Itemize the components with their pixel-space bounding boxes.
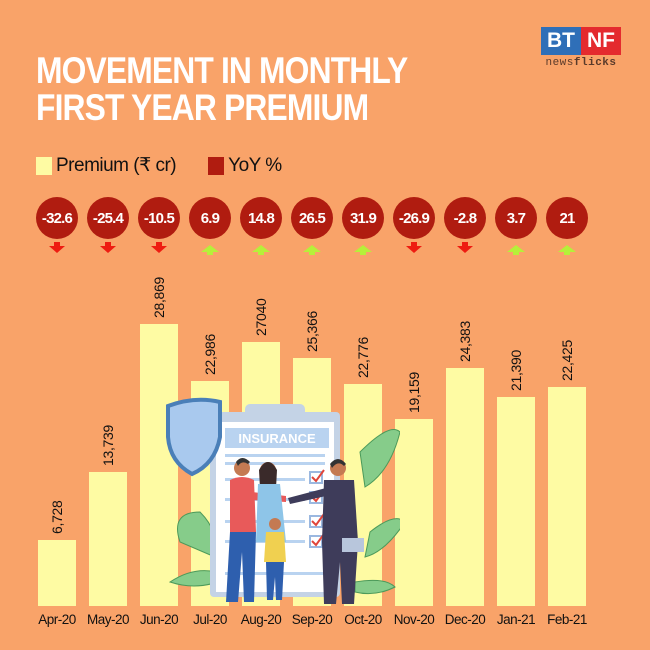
legend-item-premium: Premium (₹ cr) xyxy=(36,154,177,177)
x-axis-label: Jan-21 xyxy=(496,612,536,627)
arrow-down-icon xyxy=(49,242,65,253)
bar-apr-20 xyxy=(38,540,76,606)
yoy-badge: -25.4 xyxy=(87,197,129,239)
legend-swatch-yoy xyxy=(208,156,225,175)
bar-value-label: 28,869 xyxy=(151,276,167,318)
bar-value-label: 22,776 xyxy=(355,336,371,378)
arrow-down-icon xyxy=(406,242,422,253)
x-axis-label: Aug-20 xyxy=(240,612,282,627)
bar-value-label: 19,159 xyxy=(406,371,422,413)
arrow-up-icon xyxy=(354,245,372,255)
bar-jun-20 xyxy=(140,324,178,606)
logo-bt: BT xyxy=(541,27,581,55)
bar-value-label: 13,739 xyxy=(100,424,116,466)
legend-label-yoy: YoY % xyxy=(228,154,282,176)
arrow-down-icon xyxy=(457,242,473,253)
x-axis-label: May-20 xyxy=(86,612,130,627)
logo-sub-flicks: flicks xyxy=(573,57,617,69)
insurance-illustration: INSURANCE xyxy=(166,397,400,604)
legend-label-premium: Premium (₹ cr) xyxy=(56,155,177,176)
chart-legend: Premium (₹ cr) YoY % xyxy=(36,154,314,177)
bar-dec-20 xyxy=(446,368,484,606)
chart-title: MOVEMENT IN MONTHLY FIRST YEAR PREMIUM xyxy=(36,50,408,128)
agent-figure-icon xyxy=(288,459,364,604)
logo-sub-news: news xyxy=(545,57,574,69)
x-axis-label: Oct-20 xyxy=(344,612,382,627)
bar-feb-21 xyxy=(548,387,586,606)
arrow-down-icon xyxy=(151,242,167,253)
arrow-up-icon xyxy=(303,245,321,255)
yoy-badge: 26.5 xyxy=(291,197,333,239)
title-line-1: MOVEMENT IN MONTHLY xyxy=(36,50,408,91)
title-line-2: FIRST YEAR PREMIUM xyxy=(36,87,369,128)
btnf-logo: BT NF newsflicks xyxy=(541,27,621,69)
x-axis-label: Jun-20 xyxy=(139,612,179,627)
x-axis-label: Sep-20 xyxy=(291,612,333,627)
clipboard-text: INSURANCE xyxy=(238,431,316,446)
legend-swatch-premium xyxy=(36,156,52,175)
leaf-icon xyxy=(168,429,400,595)
arrow-up-icon xyxy=(507,245,525,255)
yoy-badge: -26.9 xyxy=(393,197,435,239)
x-axis-label: Feb-21 xyxy=(547,612,587,627)
legend-item-yoy: YoY % xyxy=(208,155,282,177)
bar-value-label: 27040 xyxy=(253,298,269,336)
yoy-badge: 31.9 xyxy=(342,197,384,239)
yoy-badge: 6.9 xyxy=(189,197,231,239)
arrow-up-icon xyxy=(558,245,576,255)
bar-nov-20 xyxy=(395,419,433,606)
yoy-badge: 3.7 xyxy=(495,197,537,239)
yoy-badge: -10.5 xyxy=(138,197,180,239)
shield-icon xyxy=(166,397,222,477)
bar-value-label: 22,425 xyxy=(559,339,575,381)
arrow-up-icon xyxy=(252,245,270,255)
yoy-badge: 21 xyxy=(546,197,588,239)
bar-value-label: 24,383 xyxy=(457,320,473,362)
x-axis-label: Dec-20 xyxy=(444,612,486,627)
document-icon xyxy=(342,538,364,552)
arrow-up-icon xyxy=(201,245,219,255)
yoy-badge: 14.8 xyxy=(240,197,282,239)
x-axis-label: Jul-20 xyxy=(193,612,227,627)
bar-value-label: 21,390 xyxy=(508,349,524,391)
bar-value-label: 25,366 xyxy=(304,310,320,352)
x-axis-label: Apr-20 xyxy=(38,612,76,627)
yoy-badge: -32.6 xyxy=(36,197,78,239)
child-figure-icon xyxy=(264,518,286,600)
arrow-down-icon xyxy=(100,242,116,253)
bar-may-20 xyxy=(89,472,127,606)
bar-value-label: 6,728 xyxy=(49,500,65,534)
logo-nf: NF xyxy=(581,27,621,55)
yoy-badge: -2.8 xyxy=(444,197,486,239)
x-axis-label: Nov-20 xyxy=(393,612,435,627)
logo-subtitle: newsflicks xyxy=(541,57,621,69)
bar-jan-21 xyxy=(497,397,535,606)
bar-value-label: 22,986 xyxy=(202,333,218,375)
